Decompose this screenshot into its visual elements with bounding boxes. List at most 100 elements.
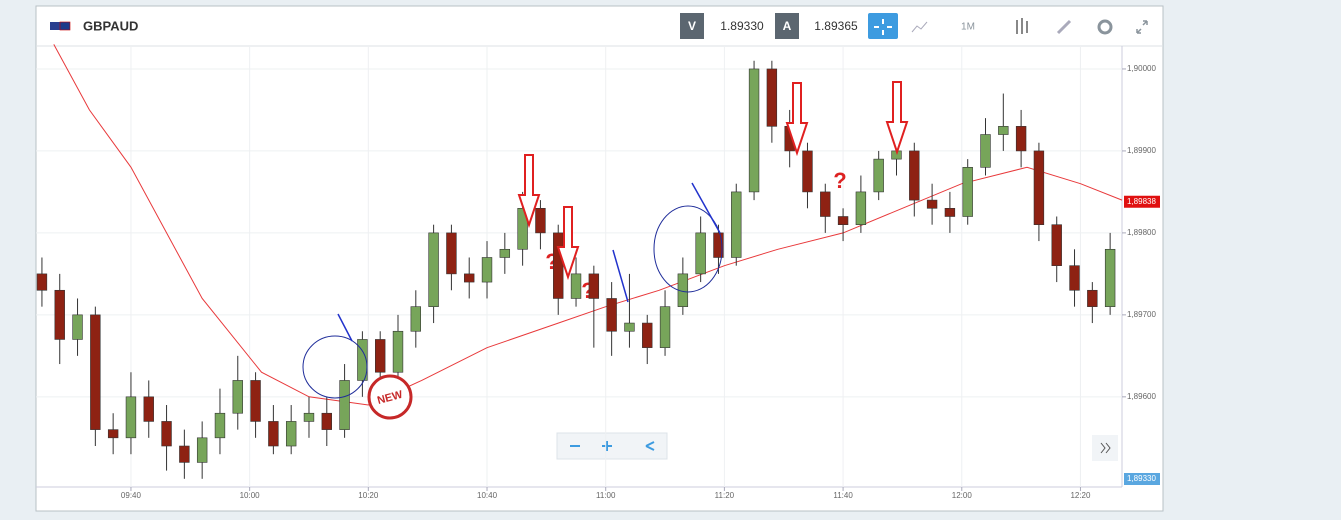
x-tick-label: 12:20 [1070,491,1091,500]
y-tick-label: 1,89600 [1127,392,1156,401]
candle-body [107,429,119,439]
draw-icon[interactable] [1056,19,1072,35]
candle-body [766,68,778,127]
candle-body [428,232,439,307]
moving-average [53,44,1123,406]
candle-body [357,339,368,381]
candle-body [606,298,617,332]
candle-body [196,437,208,463]
flag [50,22,60,30]
arrow [785,82,809,157]
candle-body [731,191,742,258]
zoom-buttons[interactable] [570,441,612,451]
flag [59,21,71,31]
fullscreen-icon[interactable] [1136,20,1148,34]
ask-tag: A [783,19,792,33]
price-marker-bg [1124,473,1160,485]
candle-body [1051,224,1062,266]
candle-body [54,289,65,340]
share-button[interactable] [645,441,655,451]
crosshair-button[interactable] [868,13,898,39]
interval[interactable]: 1M [961,22,975,33]
trend-line [691,182,721,234]
symbol: GBPAUD [83,18,138,33]
trend-line [612,249,629,303]
arrow [556,206,580,281]
candle-body [998,126,1009,135]
x-tick-label: 09:40 [121,491,142,500]
candle-body [232,380,243,414]
candle-body [535,208,546,234]
candle-body [855,191,867,225]
circle-mark [302,335,368,399]
candle-body [748,68,760,193]
candle-body [1015,126,1027,152]
x-tick-label: 12:00 [952,491,973,500]
candle-body [143,396,154,422]
new-badge [367,374,413,420]
candle-body [1087,289,1098,307]
candle-body [250,380,261,422]
candle-body [321,412,332,430]
candle-body [570,273,582,299]
candle-body [1033,150,1045,225]
indicator-icon[interactable] [1016,18,1028,34]
candle-body [909,150,920,201]
chart-type-icon[interactable] [911,21,928,33]
candle-body [161,421,172,447]
candle-body [375,339,386,373]
candle-body [268,421,279,447]
arrow [885,81,909,156]
candle-body [980,134,991,168]
candle-body [873,158,884,193]
candle-body [410,306,421,332]
settings-icon[interactable] [1097,19,1113,35]
ask[interactable]: 1.89365 [814,19,858,33]
bid-tag: V [688,19,696,33]
price-marker: 1,89330 [1127,474,1156,483]
candle-body [553,232,564,299]
candle-body [624,322,635,332]
candle-body [499,248,511,258]
ask-tag-bg [775,13,799,39]
candle-body [36,273,48,291]
x-tick-label: 10:40 [477,491,498,500]
x-tick-label: 10:20 [358,491,379,500]
bid[interactable]: 1.89330 [720,19,764,33]
candle-body [962,167,973,217]
scroll-icon [1100,442,1111,454]
annotation: ? [833,168,846,193]
bid-tag-bg [680,13,704,39]
candle-body [588,273,600,299]
candle-body [642,322,653,348]
candle-body [179,445,190,463]
candle-body [125,396,137,439]
candle-body [392,330,404,373]
trend-line [337,313,353,342]
ma-marker: 1,89838 [1127,197,1156,206]
x-tick-label: 11:00 [596,491,616,500]
candle-body [446,232,457,275]
y-tick-label: 1,89900 [1127,146,1156,155]
candle-body [285,421,297,447]
candle-body [802,150,813,193]
y-tick-label: 1,90000 [1127,64,1156,73]
arrow [517,154,541,229]
candle-body [944,208,956,217]
candle-body [303,412,315,422]
x-tick-label: 11:20 [715,491,735,500]
candle-body [464,273,475,283]
y-tick-label: 1,89800 [1127,228,1156,237]
ma-marker-bg [1124,195,1160,208]
candle-body [820,191,831,217]
candle-body [713,232,724,258]
circle-mark [653,205,723,293]
candle-body [659,306,671,348]
crosshair-icon [874,19,892,35]
candle-body [90,314,101,430]
candle-body [481,257,493,283]
candle-body [695,232,706,275]
candle-body [837,216,849,225]
